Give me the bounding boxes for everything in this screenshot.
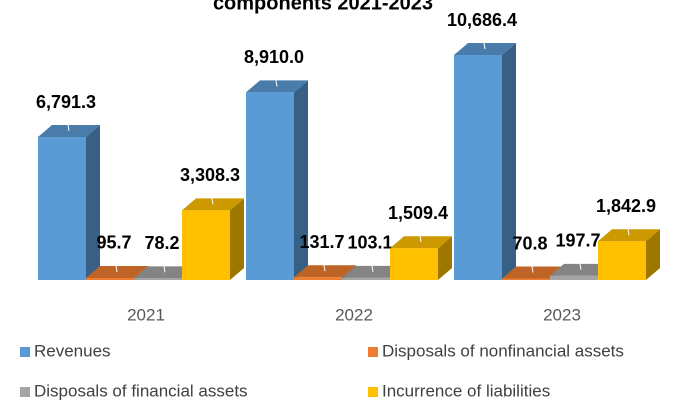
bar-face	[134, 278, 182, 280]
legend-label: Revenues	[34, 341, 111, 360]
bar-face	[502, 278, 550, 280]
leader-line	[481, 30, 486, 50]
bar	[246, 80, 308, 281]
leader-line	[577, 251, 582, 270]
leader-line	[625, 217, 630, 236]
bar-face	[438, 236, 452, 280]
value-label: 197.7	[555, 231, 600, 251]
legend-label: Incurrence of liabilities	[382, 381, 550, 400]
legend-label: Disposals of financial assets	[34, 381, 248, 400]
legend-swatch	[368, 347, 378, 357]
leader-line	[273, 68, 278, 87]
bar-face	[86, 277, 134, 280]
chart-title: components 2021-2023	[213, 0, 433, 14]
value-label: 1,842.9	[596, 196, 656, 216]
legend-label: Disposals of nonfinancial assets	[382, 341, 624, 360]
bar-face	[86, 125, 100, 280]
value-label: 95.7	[96, 233, 131, 253]
leader-line	[113, 253, 118, 273]
bar-face	[38, 137, 86, 280]
bar-face	[390, 248, 438, 280]
bar	[38, 125, 100, 280]
bar-face	[230, 198, 244, 280]
x-tick-label: 2023	[543, 305, 581, 324]
leader-line	[209, 186, 214, 205]
bar-face	[182, 210, 230, 280]
bar-face	[646, 229, 660, 280]
legend-swatch	[368, 387, 378, 397]
x-tick-label: 2021	[127, 305, 165, 324]
value-label: 70.8	[512, 233, 547, 253]
legend-swatch	[20, 387, 30, 397]
leader-line	[65, 112, 70, 132]
bar	[598, 229, 660, 280]
value-label: 131.7	[299, 232, 344, 252]
leader-line	[417, 224, 422, 243]
value-label: 3,308.3	[180, 165, 240, 185]
x-tick-label: 2022	[335, 305, 373, 324]
bar-face	[502, 43, 516, 280]
bar-face	[294, 277, 342, 280]
leader-line	[529, 254, 534, 273]
leader-line	[369, 253, 374, 272]
bar-face	[598, 241, 646, 280]
bar	[182, 198, 244, 280]
value-label: 8,910.0	[244, 47, 304, 67]
bar-face	[294, 80, 308, 281]
bar	[390, 236, 452, 280]
leader-line	[321, 253, 326, 272]
value-label: 1,509.4	[388, 203, 448, 223]
value-label: 78.2	[144, 233, 179, 253]
leader-line	[161, 254, 166, 273]
value-label: 6,791.3	[36, 92, 96, 112]
value-label: 10,686.4	[447, 10, 517, 30]
bar-face	[246, 92, 294, 281]
bar-face	[550, 275, 598, 280]
bar-face	[342, 277, 390, 280]
bar	[454, 43, 516, 280]
bar-face	[454, 55, 502, 280]
legend-swatch	[20, 347, 30, 357]
value-label: 103.1	[347, 233, 392, 253]
